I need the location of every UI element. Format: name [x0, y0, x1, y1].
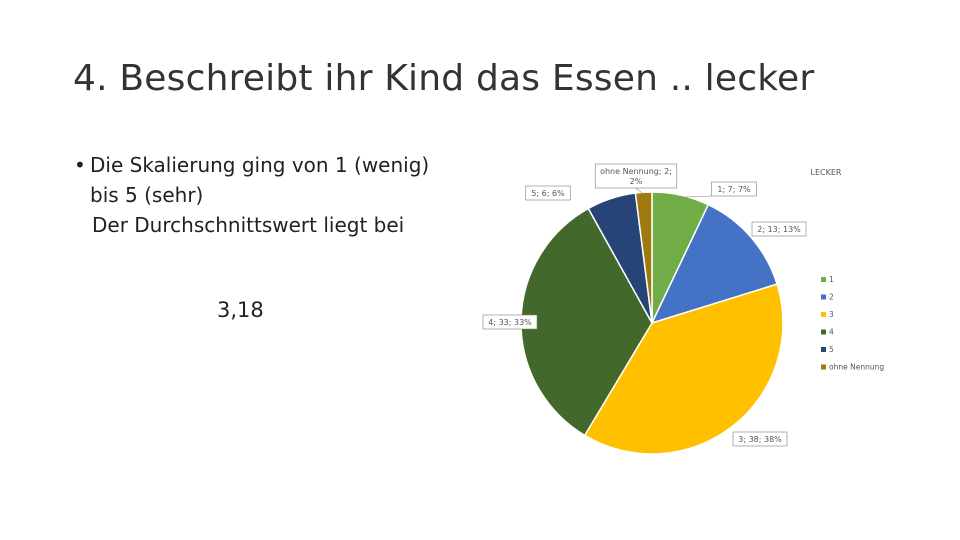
data-label-box: [711, 181, 757, 197]
pie-slices: [520, 191, 784, 455]
legend-swatch: [821, 312, 826, 317]
data-label-text: 5; 6; 6%: [531, 189, 565, 198]
pie-slice-3: [583, 283, 784, 455]
data-label-1: 1; 7; 7%: [711, 181, 757, 197]
data-label-text: 2%: [630, 177, 643, 186]
data-label-text: ohne Nennung; 2;: [600, 167, 672, 176]
data-label-box: [594, 163, 678, 189]
data-label-box: [525, 185, 571, 201]
data-label-6: ohne Nennung; 2;2%: [594, 163, 678, 189]
slide-title: 4. Beschreibt ihr Kind das Essen .. leck…: [73, 58, 815, 99]
chart-title: LECKER: [811, 168, 842, 177]
legend-label: 1: [829, 275, 834, 284]
data-label-text: 4; 33; 33%: [488, 318, 532, 327]
bullet-line-2: bis 5 (sehr): [90, 183, 204, 207]
legend-label: ohne Nennung: [829, 363, 884, 372]
pie-slice-ohne-nennung: [634, 191, 653, 324]
bullet-list: • Die Skalierung ging von 1 (wenig) bis …: [74, 150, 494, 240]
legend: 1 2 3 4 5 ohne Nennung: [821, 275, 884, 372]
data-label-text: 1; 7; 7%: [717, 185, 751, 194]
data-label-4: 4; 33; 33%: [482, 314, 538, 330]
data-label-box: [751, 221, 807, 237]
legend-item-2: 2: [821, 293, 834, 302]
data-label-5: 5; 6; 6%: [525, 185, 571, 201]
legend-item-6: ohne Nennung: [821, 363, 884, 372]
legend-swatch: [821, 294, 826, 300]
data-label-3: 3; 38; 38%: [732, 431, 788, 447]
legend-label: 3: [829, 310, 834, 319]
legend-swatch: [821, 347, 826, 352]
bullet-item: • Die Skalierung ging von 1 (wenig): [74, 150, 494, 180]
leader-line: [635, 187, 644, 195]
data-label-2: 2; 13; 13%: [751, 221, 807, 237]
data-label-text: 2; 13; 13%: [757, 225, 801, 234]
legend-swatch: [821, 277, 826, 282]
legend-swatch: [821, 364, 826, 370]
legend-label: 4: [829, 328, 834, 337]
data-label-text: 3; 38; 38%: [738, 435, 782, 444]
data-labels: 1; 7; 7% 2; 13; 13% 3; 38; 38% 4; 33; 33% 5;…: [482, 163, 807, 447]
legend-item-4: 4: [821, 328, 834, 337]
bullet-line-1: Die Skalierung ging von 1 (wenig): [90, 153, 430, 177]
legend-item-5: 5: [821, 345, 834, 354]
leader-line: [680, 195, 712, 198]
data-label-box: [732, 431, 788, 447]
average-value: 3,18: [217, 298, 264, 322]
bullet-dot-icon: •: [74, 153, 86, 177]
bullet-line-3: Der Durchschnittswert liegt bei: [92, 213, 405, 237]
legend-swatch: [821, 329, 826, 335]
data-label-box: [482, 314, 538, 330]
legend-item-1: 1: [821, 275, 834, 284]
leader-lines: [635, 187, 712, 198]
legend-label: 2: [829, 293, 834, 302]
legend-label: 5: [829, 345, 834, 354]
legend-item-3: 3: [821, 310, 834, 319]
